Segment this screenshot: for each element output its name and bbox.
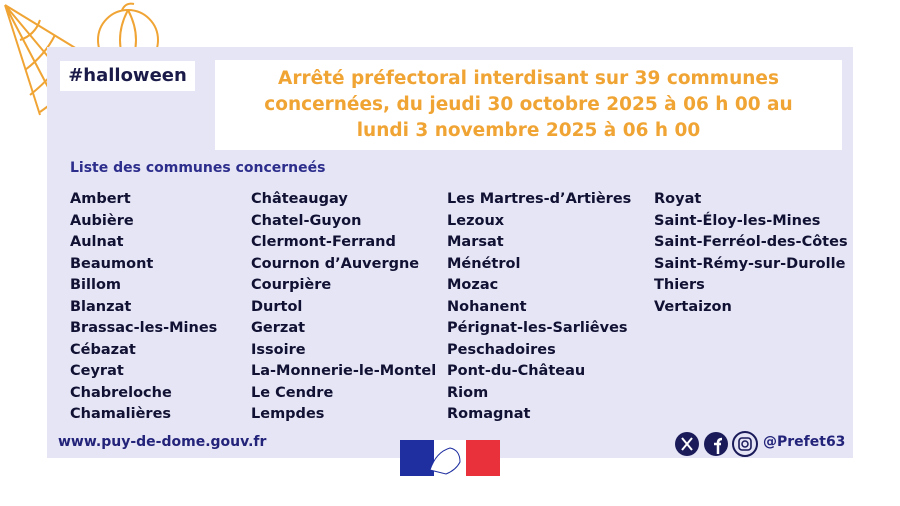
- commune-name: Durtol: [251, 298, 303, 315]
- social-icons: [675, 431, 758, 457]
- commune-name: Ambert: [70, 191, 131, 207]
- commune-name: Cébazat: [70, 341, 136, 358]
- commune-name: Chatel-Guyon: [251, 212, 362, 229]
- commune-name: Châteaugay: [251, 191, 348, 207]
- commune-name: Pérignat-les-Sarliêves: [447, 320, 628, 336]
- facebook-icon[interactable]: [704, 432, 728, 456]
- commune-name: Les Martres-d’Artières: [447, 191, 632, 207]
- republique-logo: [400, 440, 500, 476]
- commune-name: Brassac-les-Mines: [70, 320, 218, 336]
- commune-name: Aulnat: [70, 234, 124, 250]
- list-heading: Liste des communes concerneés: [70, 160, 326, 176]
- commune-name: Riom: [447, 384, 489, 401]
- commune-name: Courpière: [251, 277, 332, 293]
- commune-name: Beaumont: [70, 255, 154, 272]
- commune-name: Issoire: [251, 341, 306, 358]
- commune-name: Le Cendre: [251, 384, 334, 401]
- commune-name: Saint-Rémy-sur-Durolle: [654, 255, 846, 272]
- commune-name: Romagnat: [447, 406, 531, 422]
- instagram-icon[interactable]: [732, 431, 758, 457]
- commune-name: La-Monnerie-le-Montel: [251, 363, 437, 379]
- commune-name: Vertaizon: [654, 298, 732, 315]
- website-link[interactable]: www.puy-de-dome.gouv.fr: [58, 434, 267, 450]
- commune-name: Peschadoires: [447, 341, 556, 358]
- social-handle[interactable]: @Prefet63: [763, 434, 846, 450]
- commune-name: Aubière: [70, 212, 134, 229]
- commune-name: Saint-Éloy-les-Mines: [654, 212, 821, 229]
- commune-name: Ceyrat: [70, 363, 124, 379]
- commune-name: Ménétrol: [447, 255, 521, 272]
- title-line: Arrêté préfectoral interdisant sur 39 co…: [278, 68, 779, 89]
- commune-name: Mozac: [447, 277, 499, 293]
- commune-name: Blanzat: [70, 298, 132, 315]
- commune-name: Saint-Ferréol-des-Côtes: [654, 234, 848, 250]
- title-line: concernées, du jeudi 30 octobre 2025 à 0…: [264, 94, 793, 115]
- title-box: Arrêté préfectoral interdisant sur 39 co…: [215, 60, 842, 150]
- x-icon[interactable]: [675, 432, 699, 456]
- commune-name: Clermont-Ferrand: [251, 234, 396, 250]
- commune-name: Billom: [70, 277, 122, 293]
- commune-name: Thiers: [654, 277, 705, 293]
- commune-name: Marsat: [447, 234, 504, 250]
- commune-name: Royat: [654, 191, 702, 207]
- title-line: lundi 3 novembre 2025 à 06 h 00: [356, 120, 701, 141]
- commune-name: Chabreloche: [70, 384, 172, 401]
- commune-name: Pont-du-Château: [447, 363, 586, 379]
- commune-name: Lempdes: [251, 406, 325, 422]
- commune-name: Cournon d’Auvergne: [251, 255, 420, 272]
- commune-name: Nohanent: [447, 298, 527, 315]
- commune-name: Chamalières: [70, 406, 172, 422]
- hashtag: #halloween: [60, 61, 195, 91]
- commune-name: Gerzat: [251, 320, 306, 336]
- commune-name: Lezoux: [447, 212, 505, 229]
